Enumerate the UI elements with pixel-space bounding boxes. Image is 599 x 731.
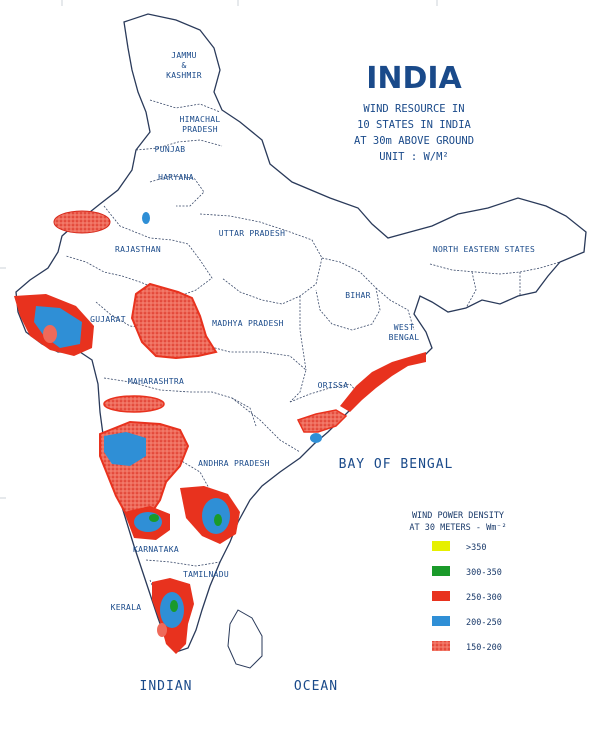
state-label-line: ANDHRA PRADESH <box>198 459 270 468</box>
map-subtitle: WIND RESOURCE IN 10 STATES IN INDIA AT 3… <box>354 103 474 163</box>
state-label-rajasthan: RAJASTHAN <box>115 245 161 254</box>
state-label-tamilnadu: TAMILNADU <box>183 570 229 579</box>
zone-rajasthan-blue <box>142 212 150 224</box>
state-label-north-eastern-states: NORTH EASTERN STATES <box>433 245 535 254</box>
state-label-himachal-pradesh: HIMACHAL PRADESH <box>180 115 221 134</box>
sri-lanka-outline <box>227 609 263 669</box>
legend-swatch <box>432 566 450 576</box>
state-boundaries <box>65 99 561 641</box>
zone-andhra-green <box>214 514 222 526</box>
state-label-uttar-pradesh: UTTAR PRADESH <box>219 229 286 238</box>
state-label-line: PRADESH <box>182 125 218 134</box>
water-label-bay-of-bengal: BAY OF BENGAL <box>339 457 454 472</box>
legend: WIND POWER DENSITY AT 30 METERS - Wm⁻² >… <box>409 511 506 653</box>
state-label-punjab: PUNJAB <box>155 145 186 154</box>
legend-swatch <box>432 591 450 601</box>
state-label-line: BIHAR <box>345 291 371 300</box>
legend-swatch <box>432 541 450 551</box>
zone-orissa-blue <box>310 433 322 443</box>
zone-karnataka-blue <box>134 512 162 532</box>
subtitle-line-1: WIND RESOURCE IN <box>363 103 464 115</box>
state-label-maharashtra: MAHARASHTRA <box>128 377 184 386</box>
state-label-line: MADHYA PRADESH <box>212 319 284 328</box>
state-label-line: WEST <box>394 323 414 332</box>
subtitle-line-4: UNIT : W/M² <box>379 151 449 163</box>
state-label-kerala: KERALA <box>111 603 142 612</box>
state-label-line: ORISSA <box>318 381 349 390</box>
state-label-haryana: HARYANA <box>158 173 194 182</box>
state-label-line: HARYANA <box>158 173 194 182</box>
water-label-indian: INDIAN <box>140 679 193 694</box>
zone-karnataka-green <box>149 514 159 522</box>
legend-swatch <box>432 616 450 626</box>
legend-title-line-1: WIND POWER DENSITY <box>412 511 504 521</box>
state-label-line: NORTH EASTERN STATES <box>433 245 535 254</box>
legend-items: >350 300-350 250-300 200-250 150-200 <box>432 541 502 653</box>
state-label-andhra-pradesh: ANDHRA PRADESH <box>198 459 270 468</box>
zone-kerala-inner <box>157 623 167 637</box>
legend-swatch <box>432 641 450 651</box>
legend-label: >350 <box>466 543 486 553</box>
state-label-jammu-kashmir: JAMMU & KASHMIR <box>166 51 202 80</box>
state-label-gujarat: GUJARAT <box>90 315 126 324</box>
state-label-bihar: BIHAR <box>345 291 371 300</box>
zone-maharashtra-north <box>103 395 165 413</box>
state-label-madhya-pradesh: MADHYA PRADESH <box>212 319 284 328</box>
state-label-line: HIMACHAL <box>180 115 221 124</box>
zone-madhya-pradesh <box>130 282 218 360</box>
legend-title-line-2: AT 30 METERS - Wm⁻² <box>409 523 506 533</box>
state-label-line: TAMILNADU <box>183 570 229 579</box>
zone-tamilnadu-green <box>170 600 178 612</box>
zone-maharashtra-blue <box>104 432 146 466</box>
zone-gujarat-inner <box>43 325 57 343</box>
wind-zones <box>14 210 426 654</box>
subtitle-line-2: 10 STATES IN INDIA <box>357 119 471 131</box>
state-label-line: UTTAR PRADESH <box>219 229 286 238</box>
map-title: INDIA <box>366 61 462 96</box>
legend-label: 300-350 <box>466 568 502 578</box>
state-label-west-bengal: WEST BENGAL <box>389 323 420 342</box>
zone-orissa <box>296 409 348 433</box>
state-label-line: PUNJAB <box>155 145 186 154</box>
state-label-orissa: ORISSA <box>318 381 349 390</box>
state-label-line: RAJASTHAN <box>115 245 161 254</box>
subtitle-line-3: AT 30m ABOVE GROUND <box>354 135 474 147</box>
state-label-line: KERALA <box>111 603 142 612</box>
coordinate-ticks <box>0 0 438 499</box>
india-outline <box>15 13 587 653</box>
state-label-line: BENGAL <box>389 333 420 342</box>
state-label-line: & <box>181 61 186 70</box>
legend-label: 150-200 <box>466 643 502 653</box>
legend-label: 200-250 <box>466 618 502 628</box>
zone-rajasthan-west <box>53 210 111 234</box>
state-label-karnataka: KARNATAKA <box>133 545 179 554</box>
state-label-line: GUJARAT <box>90 315 126 324</box>
legend-label: 250-300 <box>466 593 502 603</box>
state-label-line: KARNATAKA <box>133 545 179 554</box>
state-label-line: KASHMIR <box>166 71 202 80</box>
state-labels: JAMMU & KASHMIR HIMACHAL PRADESH PUNJAB HARYAN… <box>90 51 535 612</box>
zone-west-bengal-coast <box>340 352 426 412</box>
water-label-ocean: OCEAN <box>294 679 338 694</box>
state-label-line: MAHARASHTRA <box>128 377 184 386</box>
state-label-line: JAMMU <box>171 51 197 60</box>
